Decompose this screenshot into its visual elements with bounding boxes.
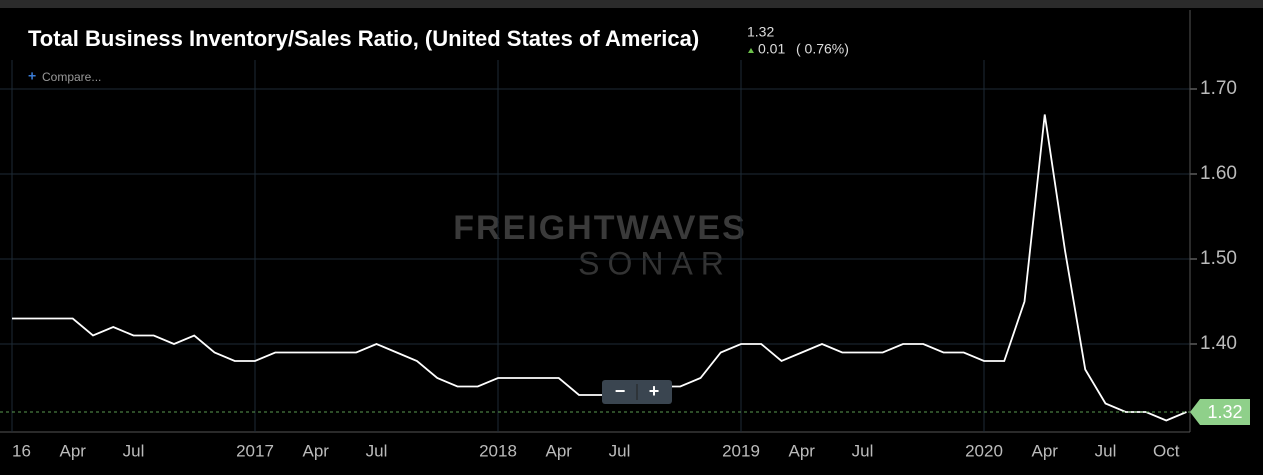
x-tick-label: Jul	[609, 441, 631, 460]
x-tick-label: Oct	[1153, 441, 1180, 460]
x-tick-label: Jul	[1095, 441, 1117, 460]
change-percent: ( 0.76%)	[796, 41, 849, 57]
zoom-in[interactable]: +	[649, 381, 660, 401]
zoom-out[interactable]: −	[615, 381, 626, 401]
y-tick-label: 1.70	[1200, 78, 1237, 99]
x-tick-label: Apr	[60, 441, 87, 460]
last-value-label: 1.32	[1207, 402, 1242, 422]
x-tick-label: Jul	[366, 441, 388, 460]
change-value: 0.01	[758, 41, 785, 57]
x-tick-label: Apr	[1032, 441, 1059, 460]
x-tick-label: 2020	[965, 441, 1003, 460]
x-tick-label: Apr	[546, 441, 573, 460]
top-bar	[0, 0, 1263, 8]
watermark-product: SONAR	[578, 245, 732, 281]
x-tick-label: Jul	[852, 441, 874, 460]
y-tick-label: 1.60	[1200, 163, 1237, 184]
x-tick-label: Apr	[789, 441, 816, 460]
y-tick-label: 1.50	[1200, 248, 1237, 269]
x-tick-label: Apr	[303, 441, 330, 460]
data-line	[12, 114, 1187, 422]
up-arrow	[748, 48, 754, 53]
x-tick-label: 2019	[722, 441, 760, 460]
watermark-brand: FREIGHTWAVES	[453, 209, 747, 247]
y-tick-label: 1.40	[1200, 333, 1237, 354]
x-tick-label: 16	[12, 441, 31, 460]
chart-title: Total Business Inventory/Sales Ratio, (U…	[28, 26, 699, 51]
x-tick-label: 2017	[236, 441, 274, 460]
compare-link[interactable]: Compare...	[42, 70, 101, 84]
current-value: 1.32	[747, 24, 774, 40]
x-tick-label: 2018	[479, 441, 517, 460]
last-value-tag	[1190, 399, 1250, 425]
compare-plus[interactable]: +	[28, 68, 36, 84]
x-tick-label: Jul	[123, 441, 145, 460]
